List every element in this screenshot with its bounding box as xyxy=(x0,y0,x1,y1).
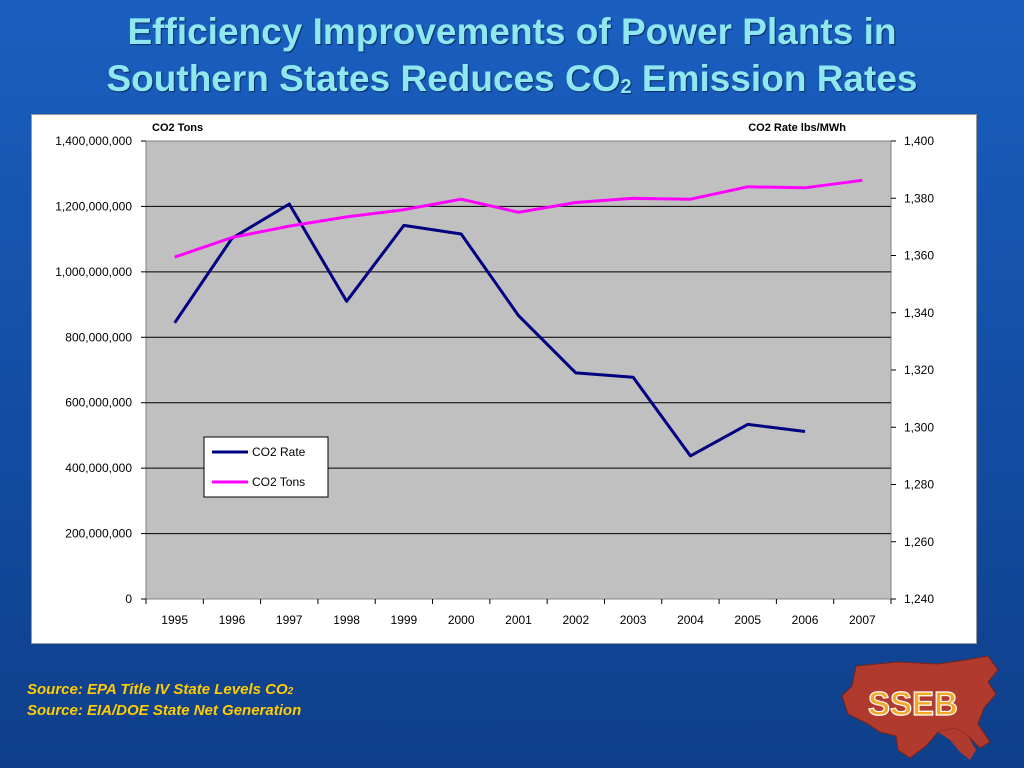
source-epa-text: Source: EPA Title IV State Levels CO xyxy=(27,681,288,698)
left-axis-title: CO2 Tons xyxy=(152,122,203,134)
chart-panel: 0 200,000,000 400,000,000 600,000,000 800,00… xyxy=(31,114,977,644)
title-line-1: Efficiency Improvements of Power Plants … xyxy=(127,11,897,52)
x-tick-label: 2004 xyxy=(677,613,704,627)
right-tick-label: 1,280 xyxy=(904,478,934,492)
left-tick-label: 1,400,000,000 xyxy=(55,134,132,148)
left-tick-label: 0 xyxy=(125,592,132,606)
series-line-co2-rate xyxy=(173,202,806,458)
x-tick-label: 2003 xyxy=(620,613,647,627)
x-tick-label: 1995 xyxy=(161,613,188,627)
plot-area xyxy=(145,140,892,600)
right-tick-label: 1,380 xyxy=(904,191,934,205)
left-tick-label: 1,000,000,000 xyxy=(55,265,132,279)
x-tick-label: 1996 xyxy=(219,613,246,627)
florida-shape xyxy=(938,728,976,760)
right-tick-label: 1,300 xyxy=(904,420,934,434)
legend-label: CO2 Rate xyxy=(252,445,306,459)
sseb-logo-text: SSEB xyxy=(868,685,958,722)
x-tick-label: 1999 xyxy=(391,613,418,627)
left-tick-label: 600,000,000 xyxy=(65,396,132,410)
right-tick-label: 1,260 xyxy=(904,535,934,549)
x-tick-label: 1998 xyxy=(333,613,360,627)
x-tick-label: 2006 xyxy=(792,613,819,627)
right-tick-label: 1,320 xyxy=(904,363,934,377)
right-tick-label: 1,360 xyxy=(904,249,934,263)
sseb-logo: SSEB xyxy=(841,655,999,760)
x-tick-label: 2001 xyxy=(505,613,532,627)
x-tick-label: 2002 xyxy=(562,613,589,627)
right-tick-label: 1,400 xyxy=(904,134,934,148)
x-tick-label: 2007 xyxy=(849,613,876,627)
left-tick-label: 800,000,000 xyxy=(65,330,132,344)
chart-svg: 0 200,000,000 400,000,000 600,000,000 800,00… xyxy=(55,122,934,627)
legend-box xyxy=(203,436,329,498)
title-subscript: 2 xyxy=(620,76,632,98)
title-line-2: Southern States Reduces CO2 Emission Rat… xyxy=(0,55,1024,109)
right-tick-label: 1,240 xyxy=(904,592,934,606)
source-epa: Source: EPA Title IV State Levels CO2 xyxy=(27,681,293,698)
x-tick-label: 2005 xyxy=(734,613,761,627)
right-axis-title: CO2 Rate lbs/MWh xyxy=(748,122,846,134)
right-tick-label: 1,340 xyxy=(904,306,934,320)
left-tick-label: 400,000,000 xyxy=(65,461,132,475)
x-tick-label: 2000 xyxy=(448,613,475,627)
left-tick-label: 1,200,000,000 xyxy=(55,199,132,213)
source-eia: Source: EIA/DOE State Net Generation xyxy=(27,702,302,719)
slide-title: Efficiency Improvements of Power Plants … xyxy=(0,8,1024,109)
legend-label: CO2 Tons xyxy=(252,475,305,489)
title-line-2-suffix: Emission Rates xyxy=(631,58,918,99)
left-tick-label: 200,000,000 xyxy=(65,527,132,541)
series-line-co2-tons xyxy=(174,178,863,259)
title-line-2-prefix: Southern States Reduces CO xyxy=(106,58,621,99)
x-tick-label: 1997 xyxy=(276,613,303,627)
source-epa-subscript: 2 xyxy=(287,686,294,697)
